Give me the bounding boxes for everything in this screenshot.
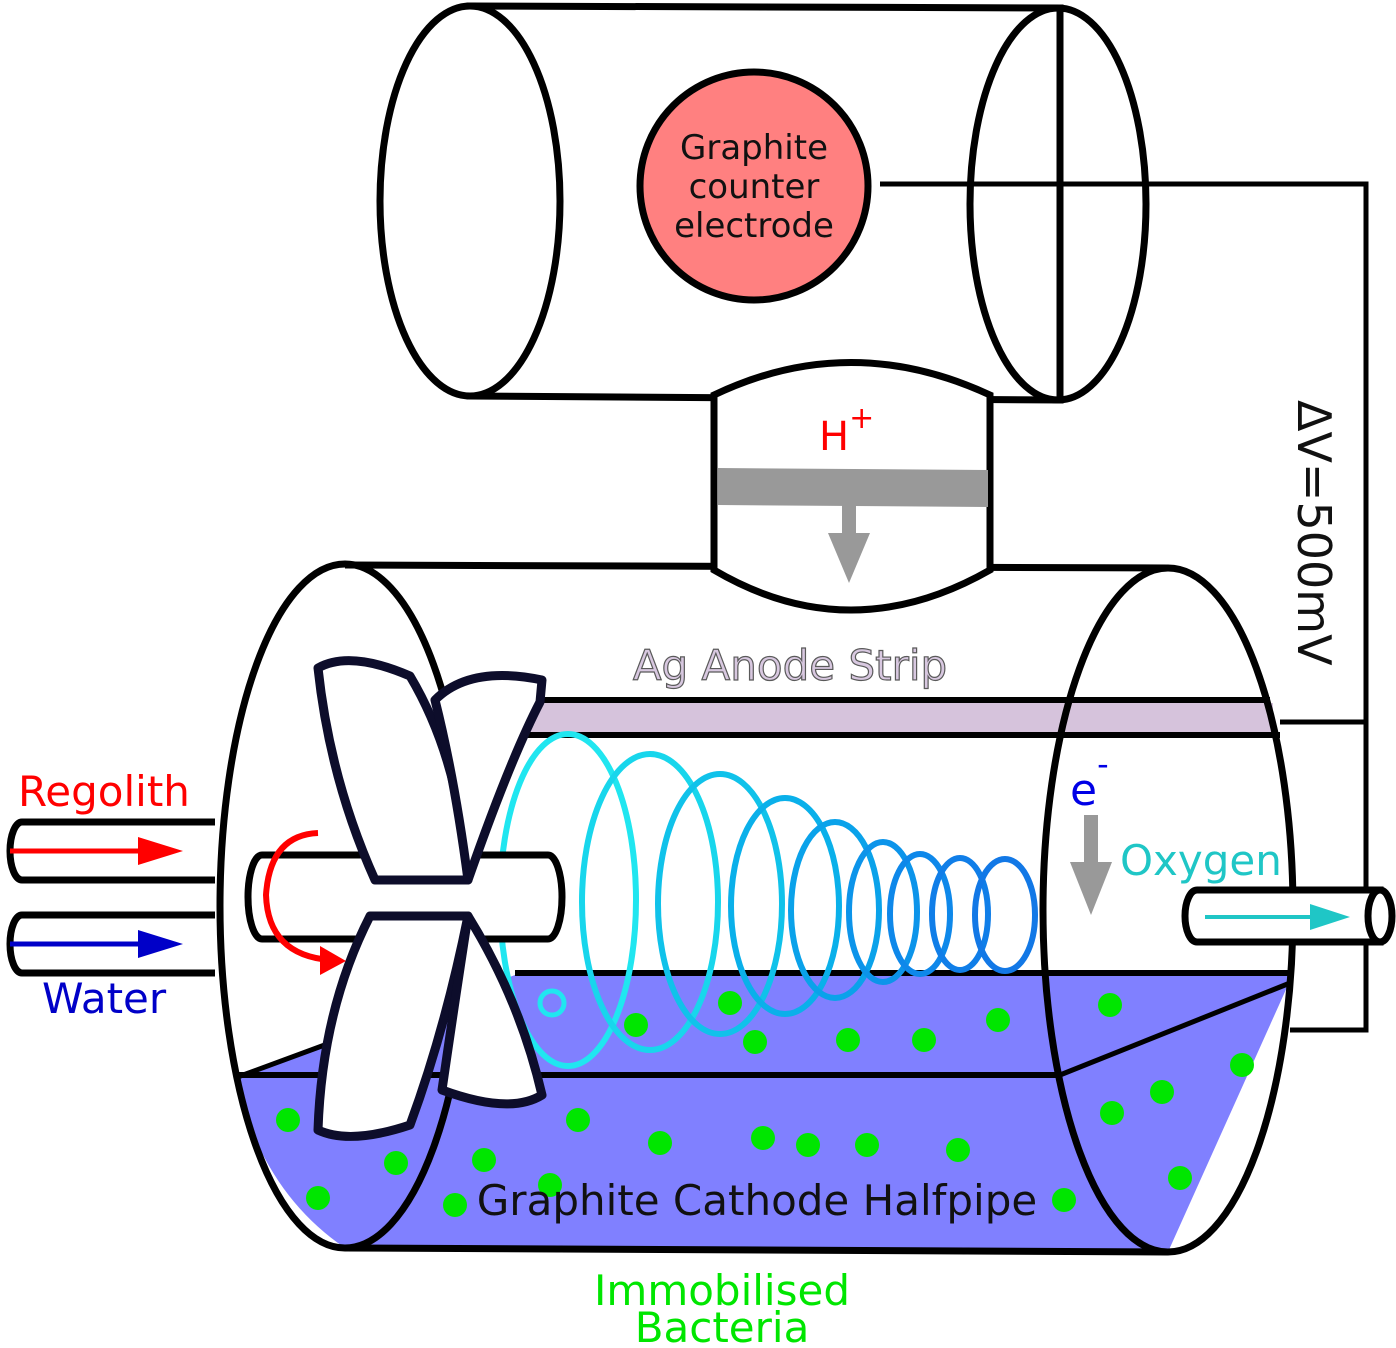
bacteria-dot (306, 1186, 330, 1210)
electron-arrow (1070, 815, 1112, 915)
counter-electrode-label-line3: electrode (674, 206, 834, 246)
immobilised-bacteria (276, 991, 1254, 1217)
bacteria-dot (624, 1013, 648, 1037)
bacteria-dot (751, 1126, 775, 1150)
water-flow-arrow (10, 930, 183, 958)
coil-loop (788, 819, 882, 1001)
electron-label: e- (1070, 745, 1109, 816)
voltage-label: ΔV=500mV (1287, 400, 1341, 666)
coil-loop (972, 856, 1038, 974)
coil-loop (846, 839, 920, 985)
bacteria-dot (946, 1138, 970, 1162)
coil-loop (728, 795, 842, 1017)
bacteria-dot (648, 1131, 672, 1155)
stirrer (244, 656, 566, 1141)
bacteria-dot (443, 1193, 467, 1217)
stirrer-blade-lower-left (313, 911, 473, 1141)
bacteria-label-line1: Immobilised (594, 1266, 850, 1315)
bacteria-dot (1100, 1101, 1124, 1125)
proton-label: H+ (819, 401, 874, 460)
bacteria-dot (276, 1108, 300, 1132)
counter-electrode-label-line1: Graphite (680, 128, 828, 168)
circuit-wire (880, 181, 1369, 1033)
oxygen-flow-arrow (1205, 904, 1350, 930)
bacteria-dot (836, 1028, 860, 1052)
ag-anode-strip (523, 703, 1273, 732)
bacteria-dot (1230, 1053, 1254, 1077)
bacteria-dot (743, 1030, 767, 1054)
bacteria-dot (1168, 1166, 1192, 1190)
bacteria-dot (912, 1028, 936, 1052)
coil-loop (579, 751, 721, 1053)
regolith-label: Regolith (18, 767, 190, 816)
bacteria-dot (855, 1133, 879, 1157)
coil-tail-loop (537, 988, 567, 1018)
bacteria-dot (718, 991, 742, 1015)
liquid-front-volume (235, 985, 1288, 1252)
bacteria-label-line2: Bacteria (635, 1303, 810, 1348)
stirrer-blade-upper-right (430, 671, 547, 885)
curved-rotation-arrow-icon (262, 830, 346, 975)
water-label: Water (42, 974, 167, 1023)
regolith-flow-arrow (10, 837, 183, 865)
bacteria-dot (1150, 1080, 1174, 1104)
graphite-counter-electrode: Graphite counter electrode (636, 68, 872, 304)
bacteria-dot (1098, 993, 1122, 1017)
cathode-label: Graphite Cathode Halfpipe (477, 1176, 1037, 1225)
stirrer-blade-lower-right (437, 911, 547, 1109)
coil-loop (887, 851, 953, 977)
down-arrow-icon (828, 505, 870, 583)
oxygen-coil (497, 731, 1038, 1069)
bacteria-dot (472, 1148, 496, 1172)
counter-electrode-label-line2: counter (689, 167, 820, 207)
bacteria-dot (986, 1008, 1010, 1032)
bacteria-dot (538, 1173, 562, 1197)
oxygen-label: Oxygen (1120, 836, 1282, 885)
proton-exchange-connector: H+ (710, 359, 994, 614)
proton-membrane (718, 468, 988, 507)
bacteria-dot (796, 1133, 820, 1157)
stirrer-shaft (244, 851, 566, 943)
coil-loop (655, 771, 785, 1037)
bacteria-dot (1052, 1188, 1076, 1212)
bacteria-dot (566, 1108, 590, 1132)
bacteria-dot (384, 1151, 408, 1175)
anode-label: Ag Anode Strip (633, 641, 947, 690)
coil-loop (929, 855, 991, 973)
